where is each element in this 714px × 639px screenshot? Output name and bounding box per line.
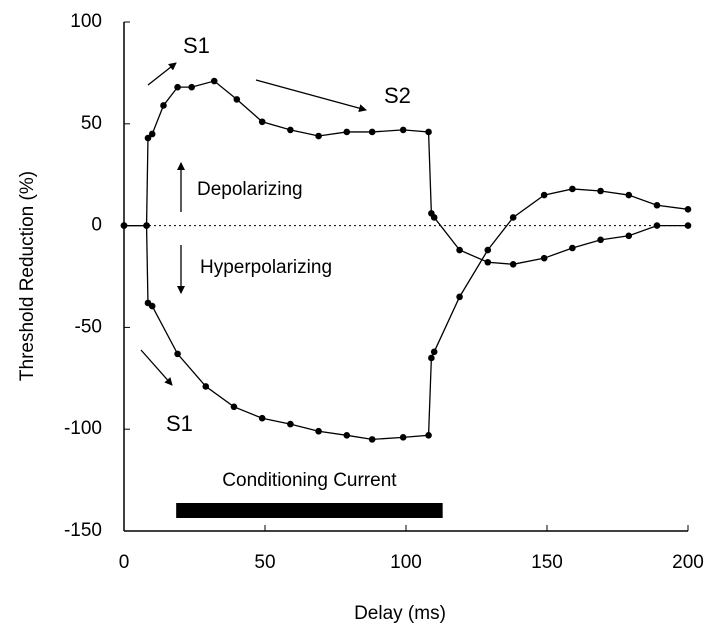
data-point	[148, 302, 156, 310]
data-point	[230, 403, 238, 411]
data-point	[484, 258, 492, 266]
data-point	[315, 132, 322, 140]
data-point	[202, 383, 210, 390]
arrow	[255, 79, 367, 113]
data-point	[430, 348, 438, 356]
annotation: S1	[166, 411, 193, 436]
conditioning-current-bar	[176, 503, 443, 518]
data-point	[484, 246, 492, 254]
data-point	[653, 201, 661, 209]
data-point	[569, 185, 576, 193]
data-point	[425, 432, 432, 439]
data-point	[684, 222, 692, 229]
data-point	[258, 414, 266, 422]
data-point	[368, 128, 376, 136]
y-tick-label: 50	[81, 113, 102, 134]
data-point	[625, 232, 633, 240]
data-point	[188, 83, 195, 91]
data-point	[509, 214, 517, 221]
series-line	[124, 188, 689, 441]
data-point	[597, 236, 604, 244]
y-tick-label: -150	[64, 520, 102, 541]
annotation: S2	[384, 83, 411, 108]
annotation: Hyperpolarizing	[200, 257, 332, 278]
y-tick-label: 0	[91, 215, 102, 236]
x-axis-label: Delay (ms)	[354, 603, 446, 624]
data-point	[569, 244, 576, 252]
data-point	[456, 293, 463, 301]
data-point	[684, 206, 692, 213]
data-point	[144, 134, 152, 142]
data-point	[540, 191, 548, 199]
data-point	[120, 222, 128, 229]
y-axis-label: Threshold Reduction (%)	[17, 171, 38, 381]
x-tick-label: 100	[390, 552, 422, 573]
data-point	[597, 187, 604, 195]
x-tick-label: 200	[672, 552, 704, 573]
data-point	[160, 102, 167, 109]
x-tick-label: 50	[254, 552, 275, 573]
conditioning-current-label: Conditioning Current	[222, 470, 397, 491]
x-tick-label: 150	[531, 552, 563, 573]
series-line	[124, 80, 688, 265]
data-point	[233, 96, 241, 103]
arrow	[140, 349, 173, 386]
data-point	[148, 130, 156, 138]
data-point	[343, 432, 351, 439]
data-point	[399, 434, 407, 441]
data-point	[653, 222, 661, 229]
data-point	[540, 254, 548, 262]
data-point	[174, 350, 181, 358]
data-point	[343, 128, 351, 136]
data-point	[425, 128, 432, 136]
data-point	[368, 436, 376, 443]
y-tick-label: -50	[75, 316, 102, 337]
data-point	[258, 118, 266, 126]
annotation: Depolarizing	[197, 179, 303, 200]
data-point	[456, 246, 463, 254]
data-point	[287, 126, 294, 134]
y-tick-label: -100	[64, 418, 102, 439]
data-point	[287, 420, 294, 428]
arrow	[147, 62, 177, 86]
data-point	[430, 214, 438, 221]
data-point	[210, 77, 218, 85]
data-point	[399, 126, 407, 134]
data-point	[315, 427, 322, 435]
data-point	[174, 83, 181, 91]
data-point	[509, 260, 517, 268]
x-tick-label: 0	[119, 552, 130, 573]
data-point	[143, 222, 150, 229]
annotation: S1	[183, 33, 210, 58]
data-point	[625, 191, 633, 199]
y-tick-label: 100	[70, 11, 102, 32]
data-point	[428, 354, 435, 362]
